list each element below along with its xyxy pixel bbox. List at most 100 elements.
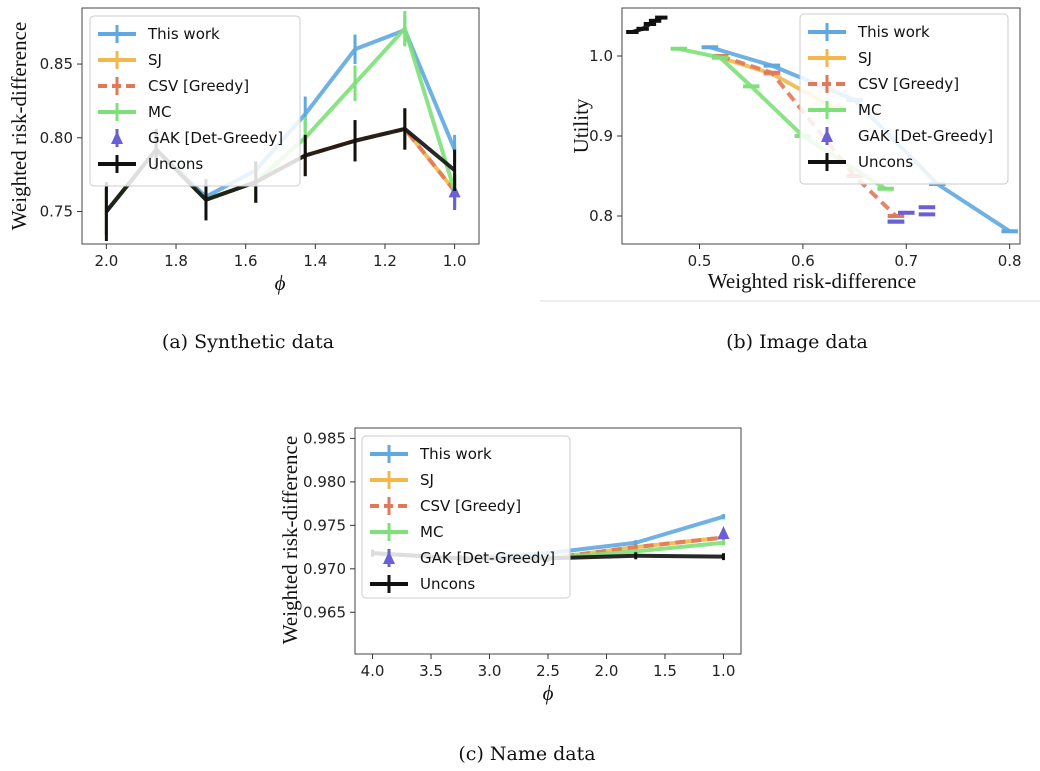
legend-label: MC <box>148 103 171 121</box>
data-point <box>634 554 638 558</box>
data-point <box>104 210 108 214</box>
data-point <box>721 555 725 559</box>
legend-label: GAK [Det-Greedy] <box>420 549 555 567</box>
legend-label: Uncons <box>420 575 475 593</box>
data-point <box>894 214 898 218</box>
y-ticks: 0.75 0.80 0.85 <box>40 55 82 221</box>
y-tick-label: 0.9 <box>589 127 613 145</box>
data-point <box>659 16 663 20</box>
x-ticks: 2.0 1.8 1.6 1.4 1.2 1.0 <box>94 244 467 270</box>
caption-b: (b) Image data <box>726 331 868 353</box>
legend: This work SJ CSV [Greedy] MC GAK [Det-Greedy… <box>361 435 571 599</box>
caption-c: (c) Name data <box>458 743 595 765</box>
legend-entry-this-work: This work <box>98 25 220 43</box>
data-point <box>718 56 722 60</box>
y-tick-label: 1.0 <box>589 47 613 65</box>
data-point <box>708 45 712 49</box>
legend-entry-uncons: Uncons <box>808 153 913 171</box>
x-tick-label: 3.5 <box>419 662 443 680</box>
x-tick-label: 1.2 <box>373 252 397 270</box>
data-point <box>1008 229 1012 233</box>
data-point <box>453 168 457 172</box>
x-tick-label: 0.5 <box>688 252 712 270</box>
y-tick-label: 0.75 <box>40 203 73 221</box>
x-tick-label: 0.7 <box>894 252 918 270</box>
y-ticks: 0.965 0.970 0.975 0.980 0.985 <box>303 429 355 621</box>
data-point <box>653 19 657 23</box>
x-axis-label: Weighted risk-difference <box>708 269 916 293</box>
x-ticks: 4.0 3.5 3.0 2.5 2.0 1.5 1.0 <box>361 654 736 680</box>
legend-marker <box>383 551 395 564</box>
data-point <box>303 112 307 116</box>
legend-entry-uncons: Uncons <box>370 575 475 593</box>
y-axis-label: Weighted risk-difference <box>278 436 302 644</box>
data-point <box>677 47 681 51</box>
legend-entry-sj: SJ <box>370 471 434 489</box>
legend-entry-mc: MC <box>370 523 443 541</box>
legend-entry-csv-greedy: CSV [Greedy] <box>808 75 959 93</box>
data-point <box>770 64 774 68</box>
data-point <box>721 541 725 545</box>
y-axis-label: Weighted risk-difference <box>7 22 31 230</box>
y-tick-label: 0.965 <box>303 603 346 621</box>
y-ticks: 0.8 0.9 1.0 <box>589 47 622 225</box>
data-point <box>634 549 638 553</box>
x-tick-label: 2.0 <box>595 662 619 680</box>
data-point <box>925 205 929 209</box>
series-line <box>372 535 724 561</box>
legend-label: MC <box>858 101 881 119</box>
legend-marker <box>111 131 123 144</box>
x-tick-label: 2.0 <box>94 252 118 270</box>
x-axis-label: ϕ <box>275 271 286 295</box>
data-point <box>403 127 407 131</box>
data-point <box>721 515 725 519</box>
x-tick-label: 1.0 <box>712 662 736 680</box>
data-point <box>884 187 888 191</box>
data-point <box>403 27 407 31</box>
x-tick-label: 4.0 <box>361 662 385 680</box>
legend-label: Uncons <box>148 155 203 173</box>
x-tick-label: 1.5 <box>653 662 677 680</box>
legend-label: MC <box>420 523 443 541</box>
legend-entry-uncons: Uncons <box>98 155 203 173</box>
panel-image: 0.5 0.6 0.7 0.8 0.8 0.9 1.0 This work SJ CSV [G… <box>540 7 1040 353</box>
data-point <box>204 198 208 202</box>
legend-box <box>89 15 301 187</box>
x-tick-label: 1.6 <box>234 252 258 270</box>
legend: This work SJ CSV [Greedy] MC GAK [Det-Greedy… <box>89 15 301 187</box>
legend-entry-csv-greedy: CSV [Greedy] <box>370 497 521 515</box>
data-point <box>770 71 774 75</box>
x-tick-label: 2.5 <box>536 662 560 680</box>
data-point <box>925 212 929 216</box>
legend-entry-this-work: This work <box>808 23 930 41</box>
legend-label: SJ <box>148 51 162 69</box>
legend-label: This work <box>147 25 220 43</box>
legend-label: CSV [Greedy] <box>148 77 249 95</box>
y-tick-label: 0.975 <box>303 516 346 534</box>
data-point <box>353 81 357 85</box>
series-gak-det-greedy <box>717 526 730 540</box>
x-tick-label: 0.8 <box>998 252 1022 270</box>
series-uncons <box>626 15 668 34</box>
y-tick-label: 0.85 <box>40 55 73 73</box>
x-tick-label: 1.4 <box>303 252 327 270</box>
legend-entry-gak-det-greedy: GAK [Det-Greedy] <box>111 129 283 147</box>
y-tick-label: 0.8 <box>589 207 613 225</box>
data-point <box>630 30 634 34</box>
legend-label: SJ <box>858 49 872 67</box>
x-tick-label: 1.8 <box>164 252 188 270</box>
data-point <box>641 27 645 31</box>
caption-a: (a) Synthetic data <box>162 331 334 353</box>
data-point <box>634 541 638 545</box>
legend-label: CSV [Greedy] <box>420 497 521 515</box>
legend-label: CSV [Greedy] <box>858 75 959 93</box>
legend-entry-gak-det-greedy: GAK [Det-Greedy] <box>383 549 555 567</box>
data-point <box>749 84 753 88</box>
legend-label: GAK [Det-Greedy] <box>148 129 283 147</box>
legend-label: GAK [Det-Greedy] <box>858 127 993 145</box>
data-point <box>648 22 652 26</box>
data-point <box>904 211 908 215</box>
data-point <box>717 526 730 540</box>
data-point <box>894 220 898 224</box>
